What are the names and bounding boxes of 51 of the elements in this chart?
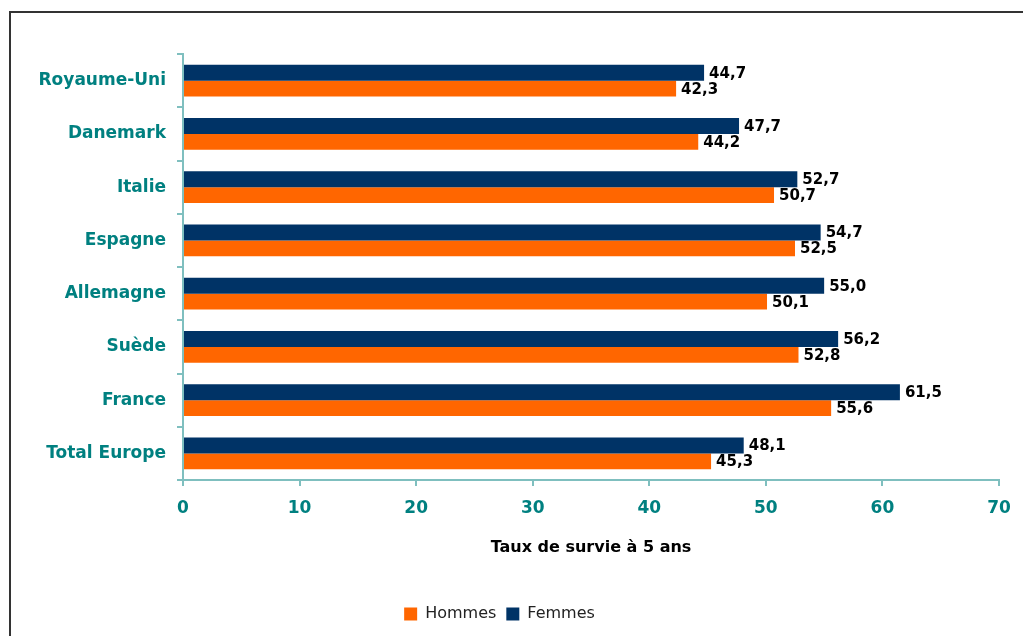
data-label: 61,5 bbox=[904, 383, 942, 402]
data-label: 48,1 bbox=[748, 436, 786, 455]
bar bbox=[184, 400, 832, 417]
x-tick-label: 10 bbox=[287, 496, 312, 517]
data-label: 47,7 bbox=[744, 116, 782, 135]
legend-label: Hommes bbox=[425, 603, 497, 623]
bar bbox=[184, 64, 705, 81]
bar bbox=[184, 384, 900, 401]
x-tick-label: 50 bbox=[754, 496, 778, 517]
bar bbox=[184, 240, 795, 257]
data-label: 44,2 bbox=[703, 132, 741, 151]
y-tick-label: Espagne bbox=[84, 228, 166, 249]
bar bbox=[184, 346, 799, 363]
bar bbox=[184, 293, 768, 310]
x-tick-label: 40 bbox=[637, 496, 662, 517]
y-tick-label: Italie bbox=[116, 175, 166, 196]
bar bbox=[184, 171, 798, 188]
data-label: 45,3 bbox=[716, 452, 754, 471]
x-tick-label: 70 bbox=[987, 496, 1011, 517]
y-tick-label: Royaume-Uni bbox=[38, 69, 166, 90]
y-tick-label: Total Europe bbox=[46, 441, 166, 462]
data-label: 54,7 bbox=[825, 223, 863, 242]
bar bbox=[184, 133, 699, 150]
bar bbox=[184, 117, 740, 134]
data-label: 52,5 bbox=[800, 239, 838, 258]
data-label: 44,7 bbox=[709, 63, 747, 82]
data-label: 55,0 bbox=[829, 276, 867, 295]
x-tick-label: 0 bbox=[177, 496, 190, 517]
bar bbox=[184, 277, 825, 294]
data-label: 56,2 bbox=[843, 329, 881, 348]
y-tick-label: France bbox=[101, 388, 166, 409]
bar bbox=[184, 453, 712, 470]
legend-label: Femmes bbox=[527, 603, 595, 623]
data-label: 52,8 bbox=[803, 345, 841, 364]
x-tick-label: 30 bbox=[520, 496, 545, 517]
bar bbox=[184, 330, 839, 347]
bar bbox=[184, 187, 775, 204]
data-label: 42,3 bbox=[681, 79, 719, 98]
data-label: 52,7 bbox=[802, 170, 840, 189]
data-label: 50,1 bbox=[772, 292, 810, 311]
y-tick-label: Danemark bbox=[67, 122, 167, 143]
bar bbox=[184, 437, 744, 454]
data-label: 50,7 bbox=[779, 186, 817, 204]
x-tick-label: 20 bbox=[404, 496, 429, 517]
data-label: 55,6 bbox=[836, 399, 874, 417]
y-tick-label: Allemagne bbox=[64, 282, 166, 303]
bar bbox=[184, 80, 677, 97]
bar bbox=[184, 224, 821, 241]
x-tick-label: 60 bbox=[870, 496, 895, 517]
y-tick-label: Suède bbox=[106, 335, 166, 356]
x-axis-title: Taux de survie à 5 ans bbox=[490, 536, 692, 556]
